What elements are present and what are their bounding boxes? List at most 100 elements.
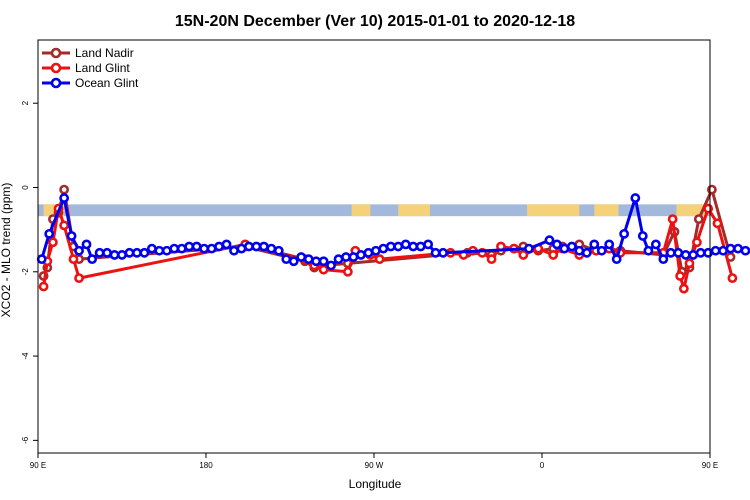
data-point [667, 214, 678, 225]
data-point [59, 184, 70, 195]
legend-label: Ocean Glint [75, 76, 139, 90]
data-point [630, 193, 641, 203]
data-point [341, 252, 351, 262]
x-axis: 90 E 180 90 W 0 90 E [30, 453, 718, 470]
data-point [552, 239, 562, 250]
chart-title: 15N-20N December (Ver 10) 2015-01-01 to … [175, 13, 575, 30]
legend-item: Ocean Glint [42, 76, 139, 90]
data-point [710, 245, 721, 256]
data-point [184, 241, 195, 252]
data-point [637, 231, 648, 241]
data-point [206, 243, 217, 254]
data-point [146, 243, 157, 254]
data-point [318, 256, 329, 267]
land-patch [676, 204, 707, 217]
data-point [712, 218, 723, 229]
x-tick-label: 90 E [30, 461, 46, 470]
data-point [333, 254, 344, 265]
data-point [548, 250, 559, 260]
data-point [199, 243, 210, 254]
data-point [374, 254, 385, 265]
legend-swatch-marker [50, 77, 62, 89]
data-point [678, 283, 689, 294]
data-point [59, 193, 70, 203]
data-point [68, 254, 79, 265]
data-point [703, 203, 714, 214]
land-patch [43, 204, 65, 217]
data-point [356, 250, 366, 260]
y-axis-label: XCO2 - MLO trend (ppm) [0, 183, 13, 318]
series-layer [36, 184, 750, 295]
legend-label: Land Glint [75, 61, 130, 75]
land-patch [594, 204, 619, 217]
data-point [486, 254, 497, 265]
data-point [176, 243, 187, 254]
data-point [658, 254, 669, 265]
data-point [684, 258, 695, 269]
y-axis: 2 0 -2 -4 -6 [21, 100, 38, 444]
data-point [236, 243, 247, 254]
data-point [727, 273, 738, 284]
data-point [36, 254, 47, 265]
land-patch [527, 204, 580, 217]
data-point [44, 228, 55, 239]
data-point [273, 245, 284, 256]
data-point [415, 241, 426, 252]
y-tick-label: -2 [21, 268, 30, 276]
data-point [643, 245, 654, 256]
land-ocean-band [38, 204, 710, 217]
data-point [117, 250, 127, 260]
data-point [692, 237, 702, 248]
data-point [214, 241, 224, 252]
data-point [574, 245, 585, 256]
data-point [258, 241, 269, 252]
data-point [311, 256, 322, 267]
data-point [87, 254, 98, 265]
data-point [596, 245, 607, 256]
data-point [303, 254, 314, 265]
data-point [559, 243, 570, 254]
data-point [48, 237, 58, 248]
legend-item: Land Nadir [42, 46, 134, 60]
data-point [161, 245, 172, 256]
x-tick-label: 0 [540, 461, 545, 470]
data-point [139, 247, 150, 258]
data-point [66, 231, 77, 241]
legend-item: Land Glint [42, 61, 130, 75]
data-point [378, 243, 389, 254]
ocean-band [38, 204, 710, 217]
x-tick-label: 180 [199, 461, 213, 470]
data-point [740, 245, 750, 256]
data-point [342, 266, 353, 277]
data-point [665, 247, 676, 258]
data-point [38, 281, 49, 292]
data-point [363, 247, 374, 258]
y-tick-label: 0 [21, 185, 30, 190]
data-point [566, 241, 577, 252]
legend-swatch-marker [50, 47, 62, 59]
data-point [524, 243, 534, 254]
data-point [733, 243, 743, 254]
data-point [703, 247, 714, 258]
data-point [423, 239, 434, 250]
data-point [326, 260, 336, 271]
series-ocean-glint [36, 192, 750, 271]
data-point [400, 239, 411, 250]
data-point [191, 241, 202, 252]
data-point [619, 228, 630, 239]
x-tick-label: 90 E [702, 461, 718, 470]
data-point [650, 239, 661, 250]
data-point [81, 239, 92, 250]
data-point [438, 247, 448, 258]
data-point [94, 247, 105, 258]
data-point [59, 220, 70, 231]
data-point [706, 184, 717, 195]
data-point [385, 241, 396, 252]
data-point [266, 243, 277, 254]
data-point [589, 239, 600, 250]
data-point [695, 247, 706, 258]
data-point [132, 247, 142, 258]
data-point [581, 247, 592, 258]
